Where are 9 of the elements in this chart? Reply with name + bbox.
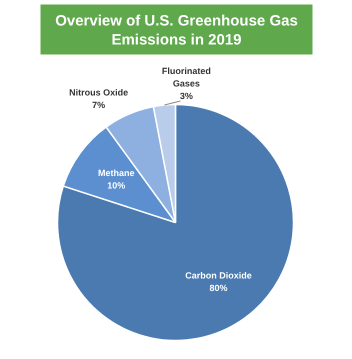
slice-label: Fluorinated Gases (162, 66, 211, 89)
slice-label: Carbon Dioxide (185, 270, 252, 280)
chart-title: Overview of U.S. Greenhouse Gas Emissions in 2019 (55, 12, 298, 48)
data-label: 3% (180, 91, 193, 102)
slice-label: Nitrous Oxide (69, 88, 128, 98)
data-label: 10% (107, 180, 126, 191)
data-label: 80% (209, 282, 228, 293)
data-label: 7% (92, 100, 106, 110)
slice-label: Methane (98, 168, 135, 178)
